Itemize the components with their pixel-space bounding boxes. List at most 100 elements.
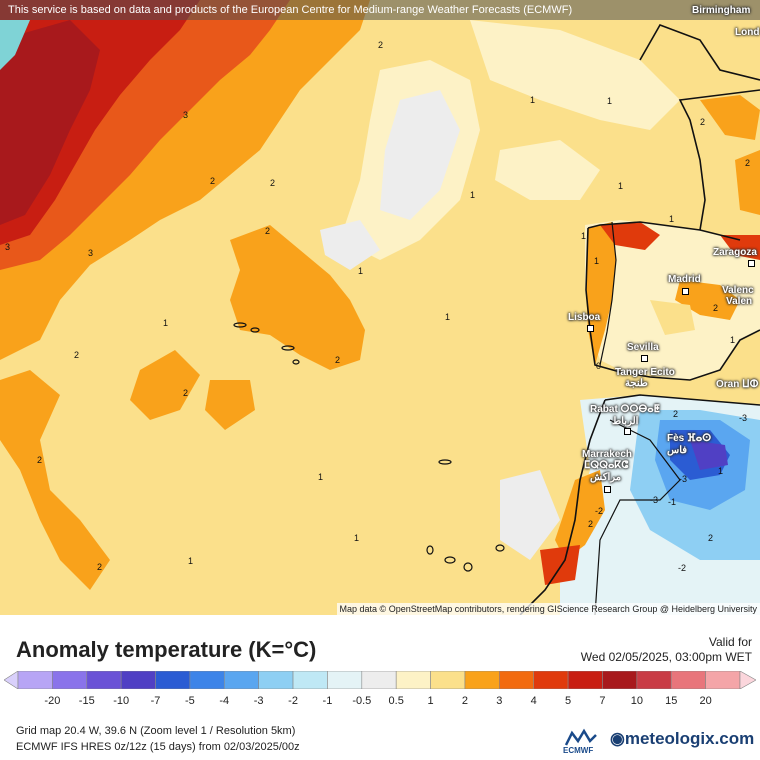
- uk-area: [620, 0, 760, 80]
- contour-label: 2: [265, 226, 271, 236]
- legend-tick: 4: [530, 695, 537, 707]
- city-label-tanger-arabic: طنجة: [625, 378, 648, 389]
- city-marker-sevilla: [641, 355, 648, 362]
- legend-cell: [602, 671, 638, 689]
- legend-tick: -4: [219, 695, 230, 707]
- cold-minus5: [690, 440, 728, 470]
- meteologix-logo[interactable]: ◉meteologix.com: [610, 729, 754, 749]
- contour-label: -3: [679, 474, 688, 484]
- city-marker-lisboa: [587, 325, 594, 332]
- contour-label: 2: [673, 409, 679, 419]
- contour-label: 1: [730, 335, 736, 345]
- legend-cell: [499, 671, 535, 689]
- contour-label: 1: [530, 95, 536, 105]
- azores-island-1: [233, 322, 247, 328]
- legend-cell: [636, 671, 672, 689]
- legend-cell: [533, 671, 569, 689]
- contour-label: 2: [74, 350, 80, 360]
- field-cold-corner: [0, 20, 30, 70]
- city-label-madrid: Madrid: [668, 274, 701, 285]
- legend-tick: 1: [427, 695, 434, 707]
- grid-info: Grid map 20.4 W, 39.6 N (Zoom level 1 / …: [16, 725, 296, 737]
- contour-label: -2: [595, 506, 604, 516]
- legend-tick: 2: [461, 695, 468, 707]
- city-label-birmingham: Birmingham: [692, 5, 751, 16]
- iberia: [585, 220, 760, 380]
- legend-tick: 7: [599, 695, 606, 707]
- legend-tick: 3: [496, 695, 503, 707]
- city-label-marrakech-tifinagh: ⵎⵕⵕⴰⴽⵛ: [584, 460, 629, 471]
- field-neutral-a: [380, 90, 460, 220]
- city-label-rabat-arabic: الرباط: [612, 416, 639, 427]
- field-2-3-west: [0, 370, 110, 590]
- legend-cell: [17, 671, 53, 689]
- legend-tick: -2: [288, 695, 298, 707]
- city-label-london: Lond: [735, 27, 760, 38]
- valid-label: Valid for: [708, 635, 752, 649]
- ecmwf-logo-icon[interactable]: [558, 727, 604, 757]
- city-marker-marrakech: [604, 486, 611, 493]
- contour-label: 1: [470, 190, 476, 200]
- moroccan-coast-warm: [555, 470, 605, 560]
- city-marker-zaragoza: [748, 260, 755, 267]
- attribution-banner: This service is based on data and produc…: [0, 0, 760, 20]
- central-spain: [650, 300, 695, 335]
- legend-cell: [258, 671, 294, 689]
- contour-label: 3: [5, 242, 11, 252]
- legend-tick: -15: [78, 695, 95, 707]
- legend-arrow-high: [739, 671, 756, 689]
- contour-label: 1: [618, 181, 624, 191]
- legend-cell: [52, 671, 88, 689]
- canary-island-3: [463, 562, 473, 572]
- contour-label: 1: [318, 472, 324, 482]
- legend-tick: -1: [322, 695, 333, 707]
- legend-tick: 20: [699, 695, 712, 707]
- legend-cell: [395, 671, 431, 689]
- legend-tick-labels: -20 -15 -10 -7 -5 -4 -3 -2 -1 -0.5 0.5 1 2 3 4 5 7 10 15 20: [0, 695, 760, 709]
- legend-arrow-low: [4, 671, 19, 689]
- legend-tick: -7: [150, 695, 161, 707]
- legend-cell: [292, 671, 328, 689]
- city-label-marrakech: Marrakech: [582, 449, 633, 460]
- anomaly-map[interactable]: This service is based on data and produc…: [0, 0, 760, 615]
- field-0.5-1-b: [470, 20, 680, 130]
- legend-tick: 0.5: [388, 695, 404, 707]
- legend-tick: -20: [44, 695, 61, 707]
- contour-label: -2: [678, 563, 687, 573]
- legend-cell: [361, 671, 397, 689]
- canary-island-2: [444, 556, 456, 564]
- city-marker-madrid: [682, 288, 689, 295]
- contour-label: 1: [354, 533, 360, 543]
- portugal-border: [599, 221, 617, 366]
- city-label-fes-arabic: فاس: [667, 445, 688, 456]
- map-data-attribution[interactable]: Map data © OpenStreetMap contributors, r…: [336, 603, 760, 615]
- city-label-valencia-1: Valenc: [722, 285, 754, 296]
- azores-island-3: [281, 345, 295, 351]
- contour-label: 3: [183, 110, 189, 120]
- morocco-border: [594, 419, 681, 615]
- contour-label: 0: [596, 361, 602, 371]
- madeira-island: [438, 459, 452, 465]
- france-coastline: [678, 89, 760, 231]
- contour-label: -1: [668, 497, 677, 507]
- map-fields: [0, 0, 760, 615]
- azores-island-2: [250, 327, 260, 333]
- field-5-7: [0, 20, 100, 225]
- uk-coastline: [639, 24, 760, 81]
- contour-label: 1: [358, 266, 364, 276]
- field-2-3-central: [230, 225, 365, 370]
- city-label-lisboa: Lisboa: [568, 312, 601, 323]
- city-marker-rabat: [624, 428, 631, 435]
- africa-coastline: [519, 394, 760, 615]
- contour-label: 2: [378, 40, 384, 50]
- field-0.5-1-c: [495, 140, 600, 200]
- page-title: Anomaly temperature (K=°C): [16, 637, 317, 662]
- contour-label: 1: [718, 466, 724, 476]
- city-label-valencia-2: Valen: [726, 296, 753, 307]
- legend-cell: [120, 671, 156, 689]
- footer-panel: Anomaly temperature (K=°C) Valid for Wed…: [0, 615, 760, 760]
- city-label-rabat: Rabat ⵔⵔⴱⴰⵟ: [590, 404, 660, 415]
- legend-cell: [223, 671, 259, 689]
- model-info: ECMWF IFS HRES 0z/12z (15 days) from 02/…: [16, 741, 300, 753]
- contour-label: 3: [88, 248, 94, 258]
